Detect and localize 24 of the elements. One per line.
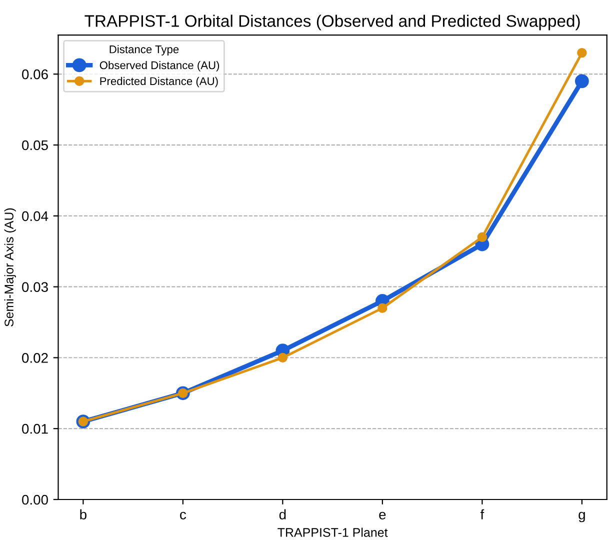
- x-tick-label: d: [279, 509, 286, 520]
- x-axis-title: TRAPPIST-1 Planet: [278, 528, 388, 537]
- y-tick-label: 0.03: [22, 282, 48, 292]
- legend-label: Observed Distance (AU): [100, 61, 220, 72]
- y-tick-label: 0.02: [22, 353, 48, 363]
- point: [378, 303, 388, 313]
- y-tick-label: 0.05: [22, 140, 48, 150]
- x-tick-label: b: [80, 509, 86, 520]
- legend-title: Distance Type: [110, 45, 179, 56]
- y-tick-label: 0.00: [22, 494, 48, 505]
- y-tick-label: 0.04: [22, 211, 48, 222]
- y-tick-label: 0.06: [22, 69, 48, 80]
- x-tick-label: g: [578, 512, 585, 522]
- y-axis-title: Semi-Major Axis (AU): [4, 208, 16, 326]
- x-tick-label: f: [480, 509, 484, 520]
- chart-title: TRAPPIST-1 Orbital Distances (Observed and Predicted Swapped): [84, 14, 580, 30]
- point: [577, 48, 587, 58]
- point: [278, 352, 288, 363]
- point: [574, 74, 589, 88]
- x-tick-label: e: [379, 512, 386, 520]
- legend-label: Predicted Distance (AU): [100, 76, 218, 88]
- y-tick-label: 0.01: [22, 424, 48, 434]
- point: [477, 232, 488, 242]
- x-tick-label: c: [180, 512, 186, 520]
